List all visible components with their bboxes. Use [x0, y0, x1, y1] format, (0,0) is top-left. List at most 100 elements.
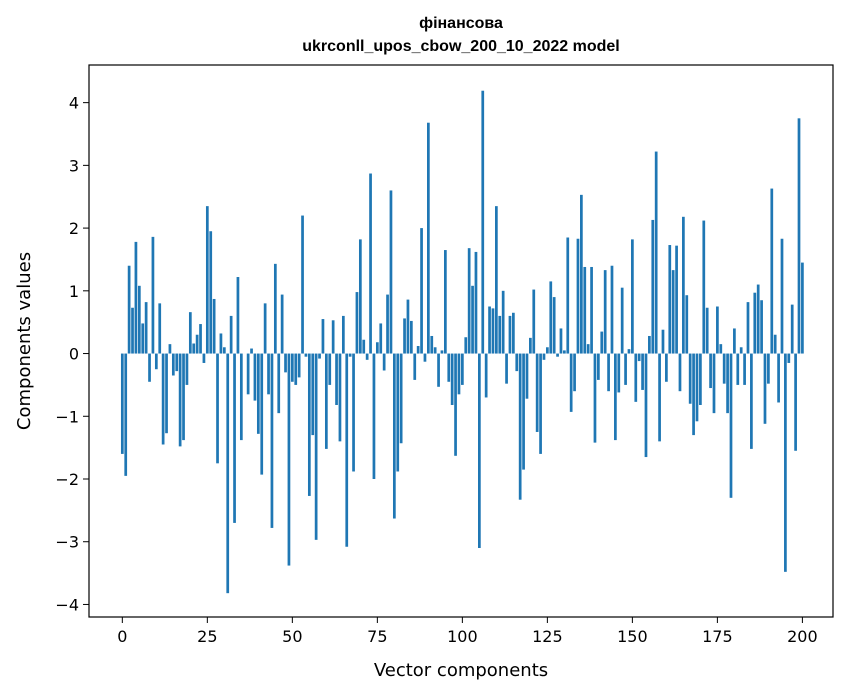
bar — [260, 353, 264, 475]
bar — [382, 353, 386, 371]
bar — [525, 353, 529, 399]
bar — [263, 303, 267, 354]
bar — [722, 353, 726, 384]
plot-frame — [88, 64, 834, 618]
bar — [372, 353, 376, 479]
bar — [484, 353, 488, 398]
bar — [355, 292, 359, 354]
x-axis-label: Vector components — [374, 660, 548, 681]
bar — [787, 353, 791, 363]
bar — [267, 353, 270, 395]
bar — [593, 353, 597, 443]
bar — [746, 302, 750, 354]
bar — [620, 287, 624, 354]
bar — [195, 334, 199, 354]
bar — [423, 353, 427, 362]
bar — [250, 348, 253, 354]
bar — [461, 353, 464, 385]
bar — [127, 265, 131, 354]
bars-group — [120, 90, 804, 594]
bar — [335, 353, 338, 405]
bar — [648, 335, 651, 354]
bar — [716, 306, 719, 354]
bar — [148, 353, 151, 382]
bar — [563, 350, 566, 354]
bar — [726, 353, 729, 414]
y-tick-label: 4 — [69, 94, 79, 113]
bar — [216, 353, 219, 464]
bar — [437, 353, 440, 387]
bar — [777, 353, 780, 403]
x-tick-label: 175 — [702, 627, 733, 646]
y-tick-label: −2 — [55, 470, 79, 489]
bar — [301, 215, 304, 354]
bar — [131, 307, 134, 354]
bar — [290, 353, 294, 382]
bar — [440, 350, 444, 354]
bar — [450, 353, 454, 405]
bar — [624, 353, 627, 385]
bar — [658, 353, 661, 442]
bar — [702, 220, 706, 354]
bar — [246, 353, 250, 395]
bar — [277, 353, 281, 414]
x-tick-label: 125 — [532, 627, 563, 646]
y-tick-label: −1 — [55, 407, 79, 426]
bar — [399, 353, 403, 444]
bar — [573, 353, 576, 392]
bar — [637, 353, 641, 362]
bar — [352, 353, 355, 472]
bar — [478, 353, 481, 548]
bar — [311, 353, 315, 436]
bar — [205, 206, 209, 354]
bar — [549, 281, 553, 354]
bar — [729, 353, 733, 498]
bar — [471, 285, 474, 354]
bar — [192, 343, 196, 354]
bar — [617, 353, 621, 393]
bar — [603, 270, 607, 354]
bar — [324, 353, 328, 449]
y-tick-label: −4 — [55, 595, 79, 614]
bar — [328, 353, 332, 385]
bar — [682, 216, 685, 354]
bar — [661, 329, 665, 354]
bar — [307, 353, 311, 496]
bar — [631, 239, 634, 354]
bar — [294, 353, 298, 385]
bar — [219, 333, 223, 354]
bar — [270, 353, 274, 528]
bar — [396, 353, 400, 472]
bar — [654, 151, 658, 354]
bar — [233, 353, 236, 523]
bar — [733, 328, 736, 354]
bar — [712, 353, 716, 414]
bar — [236, 277, 240, 354]
bar — [444, 250, 447, 354]
bar — [695, 353, 699, 422]
y-tick-label: 1 — [69, 282, 79, 301]
bar — [736, 353, 740, 385]
bar — [801, 262, 804, 354]
bar — [552, 297, 556, 354]
bar — [457, 353, 461, 395]
bar — [512, 312, 515, 354]
bar — [403, 318, 406, 354]
bar — [780, 238, 784, 354]
bar — [134, 241, 138, 354]
bar — [488, 306, 491, 354]
bar — [124, 353, 128, 476]
bar — [559, 328, 563, 354]
bar — [304, 353, 308, 357]
bar — [763, 353, 767, 424]
bar — [256, 353, 260, 434]
bar — [685, 295, 689, 354]
bar — [590, 266, 593, 354]
bar — [583, 266, 587, 354]
bar — [137, 285, 141, 354]
bar — [753, 292, 757, 354]
bar — [365, 353, 369, 360]
bar — [692, 353, 695, 436]
bar — [222, 347, 226, 354]
bar — [209, 231, 213, 354]
